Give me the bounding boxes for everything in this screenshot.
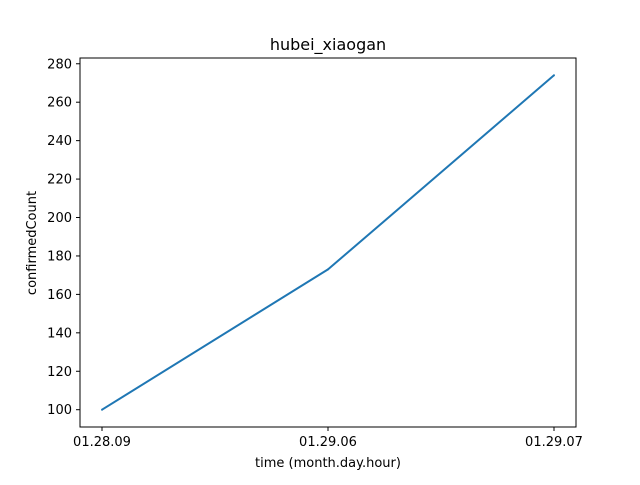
y-tick-label: 240 (47, 134, 72, 149)
y-tick-label: 120 (47, 365, 72, 380)
y-axis-label: confirmedCount (25, 191, 40, 295)
y-tick-label: 180 (47, 249, 72, 264)
y-tick-label: 220 (47, 173, 72, 188)
x-axis-label: time (month.day.hour) (255, 456, 401, 471)
x-tick-label: 01.29.07 (525, 435, 583, 450)
plot-area: 01.28.09 01.29.06 01.29.07 100 120 140 160 180 2… (47, 57, 583, 450)
y-tick-label: 160 (47, 288, 72, 303)
y-tick-label: 200 (47, 211, 72, 226)
data-point (101, 408, 103, 411)
axes-frame (79, 57, 577, 428)
data-point (327, 268, 329, 271)
y-tick-label: 280 (47, 57, 72, 72)
data-point (553, 74, 555, 77)
y-tick-label: 260 (47, 96, 72, 111)
x-tick-label: 01.28.09 (73, 435, 131, 450)
y-tick-label: 140 (47, 326, 72, 341)
x-tick-label: 01.29.06 (299, 435, 357, 450)
chart-title: hubei_xiaogan (270, 35, 386, 55)
y-tick-label: 100 (47, 403, 72, 418)
